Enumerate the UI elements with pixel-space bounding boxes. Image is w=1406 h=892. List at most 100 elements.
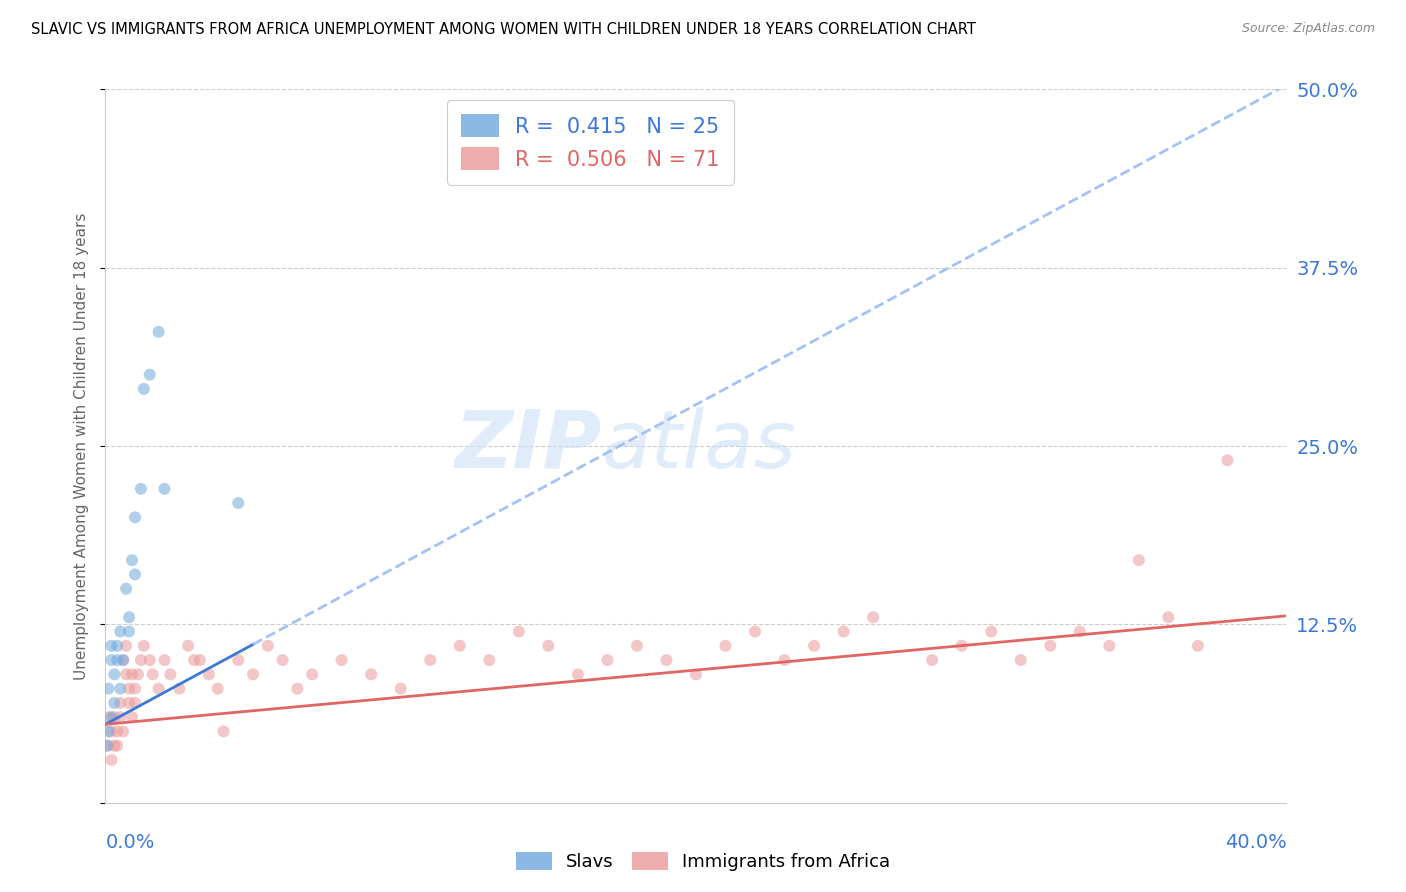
Point [118, 610, 141, 624]
Point [129, 653, 152, 667]
Point [980, 624, 1002, 639]
Point [148, 681, 170, 696]
Point [773, 653, 796, 667]
Point [115, 639, 138, 653]
Point [226, 496, 250, 510]
Point [153, 653, 176, 667]
Point [1010, 653, 1032, 667]
Point [159, 667, 181, 681]
Point [124, 681, 146, 696]
Point [508, 624, 530, 639]
Text: SLAVIC VS IMMIGRANTS FROM AFRICA UNEMPLOYMENT AMONG WOMEN WITH CHILDREN UNDER 18: SLAVIC VS IMMIGRANTS FROM AFRICA UNEMPLO… [31, 22, 976, 37]
Point [287, 681, 309, 696]
Point [212, 724, 235, 739]
Point [1069, 624, 1091, 639]
Point [389, 681, 412, 696]
Point [419, 653, 441, 667]
Point [105, 639, 128, 653]
Point [177, 639, 200, 653]
Point [138, 368, 162, 382]
Point [1128, 553, 1150, 567]
Point [626, 639, 648, 653]
Point [121, 553, 143, 567]
Point [105, 724, 128, 739]
Point [97, 724, 120, 739]
Legend: R =  0.415   N = 25, R =  0.506   N = 71: R = 0.415 N = 25, R = 0.506 N = 71 [447, 100, 734, 185]
Point [188, 653, 211, 667]
Point [112, 653, 135, 667]
Point [103, 667, 125, 681]
Point [685, 667, 707, 681]
Point [330, 653, 353, 667]
Legend: Slavs, Immigrants from Africa: Slavs, Immigrants from Africa [509, 845, 897, 879]
Point [115, 582, 138, 596]
Point [183, 653, 205, 667]
Point [197, 667, 219, 681]
Point [112, 724, 135, 739]
Point [950, 639, 973, 653]
Text: ZIP: ZIP [454, 407, 602, 485]
Text: 40.0%: 40.0% [1225, 833, 1286, 853]
Point [105, 739, 128, 753]
Point [142, 667, 165, 681]
Point [744, 624, 766, 639]
Point [118, 624, 141, 639]
Point [103, 710, 125, 724]
Point [115, 667, 138, 681]
Point [138, 653, 162, 667]
Point [105, 653, 128, 667]
Point [862, 610, 884, 624]
Point [124, 567, 146, 582]
Point [110, 681, 132, 696]
Point [110, 710, 132, 724]
Point [153, 482, 176, 496]
Point [1157, 610, 1180, 624]
Text: Source: ZipAtlas.com: Source: ZipAtlas.com [1241, 22, 1375, 36]
Point [124, 510, 146, 524]
Point [132, 382, 155, 396]
Point [100, 753, 122, 767]
Point [103, 739, 125, 753]
Point [118, 696, 141, 710]
Point [97, 681, 120, 696]
Point [1216, 453, 1239, 467]
Point [110, 624, 132, 639]
Point [132, 639, 155, 653]
Point [596, 653, 619, 667]
Point [832, 624, 855, 639]
Point [1039, 639, 1062, 653]
Point [112, 653, 135, 667]
Point [714, 639, 737, 653]
Point [121, 667, 143, 681]
Point [256, 639, 278, 653]
Point [97, 739, 120, 753]
Point [96, 739, 118, 753]
Point [271, 653, 294, 667]
Point [803, 639, 825, 653]
Point [207, 681, 229, 696]
Point [148, 325, 170, 339]
Point [100, 639, 122, 653]
Point [97, 710, 120, 724]
Point [129, 482, 152, 496]
Point [449, 639, 471, 653]
Point [537, 639, 560, 653]
Point [118, 681, 141, 696]
Point [655, 653, 678, 667]
Point [242, 667, 264, 681]
Point [360, 667, 382, 681]
Text: atlas: atlas [602, 407, 796, 485]
Point [301, 667, 323, 681]
Point [124, 696, 146, 710]
Y-axis label: Unemployment Among Women with Children Under 18 years: Unemployment Among Women with Children U… [75, 212, 90, 680]
Point [226, 653, 250, 667]
Point [100, 710, 122, 724]
Point [121, 710, 143, 724]
Point [567, 667, 589, 681]
Text: 0.0%: 0.0% [105, 833, 155, 853]
Point [921, 653, 943, 667]
Point [100, 724, 122, 739]
Point [127, 667, 149, 681]
Point [100, 653, 122, 667]
Point [169, 681, 191, 696]
